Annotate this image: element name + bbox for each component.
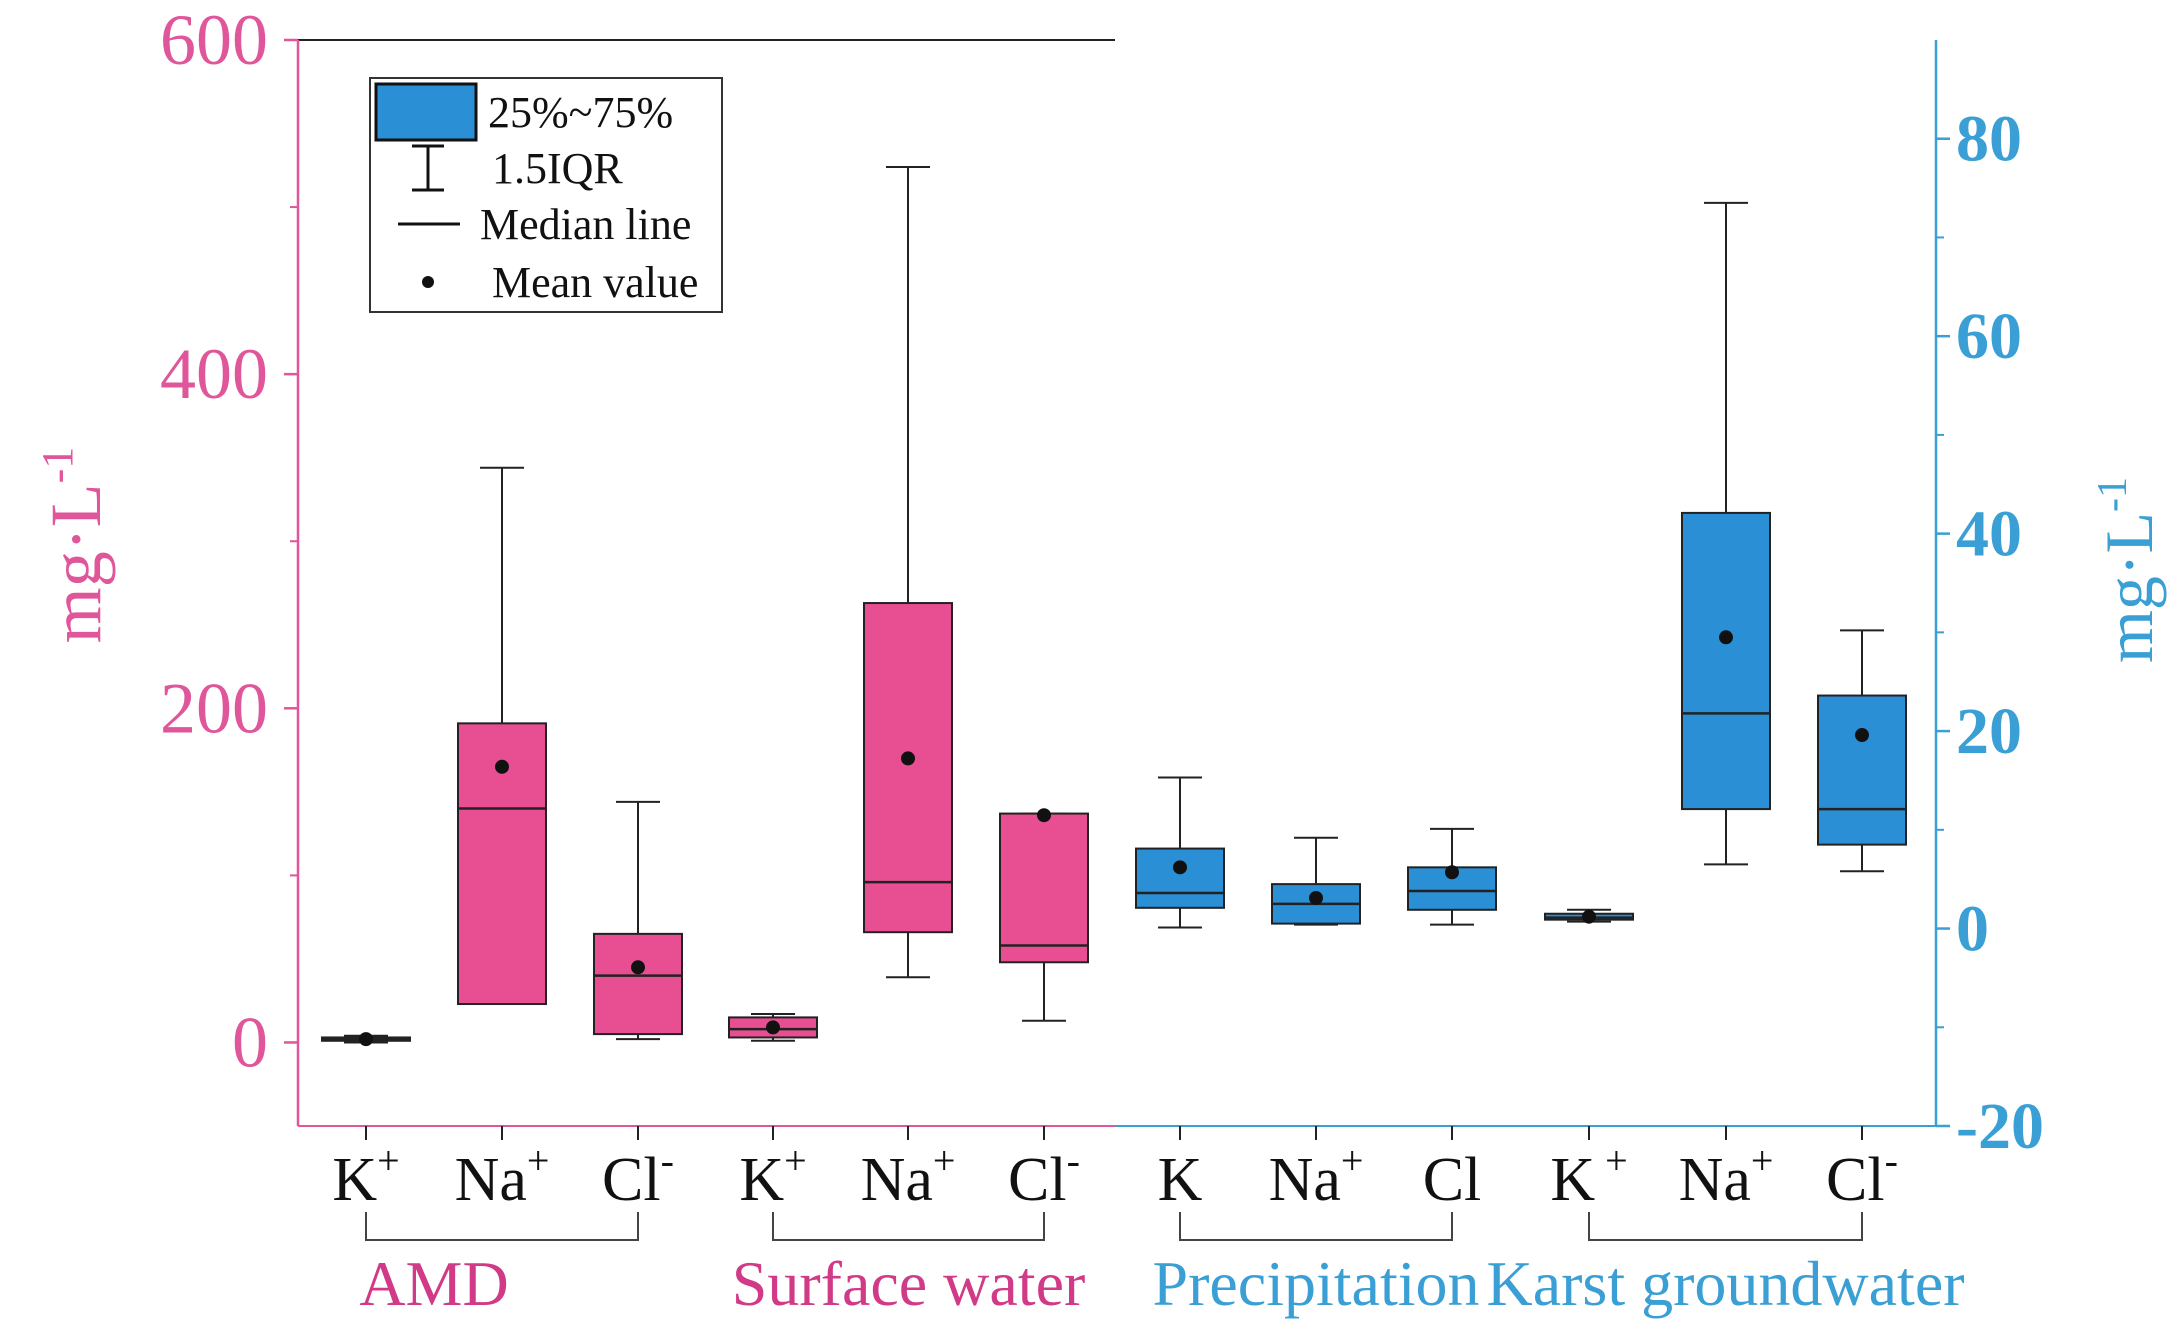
ion-tick-label: Na+ (455, 1138, 550, 1214)
mean-dot (1173, 860, 1187, 875)
group-label: Surface water (732, 1248, 1086, 1319)
mean-dot (1719, 630, 1733, 645)
mean-dot (766, 1020, 780, 1035)
box-iqr (1681, 511, 1771, 811)
left-axis-tick-label: 0 (232, 1002, 268, 1082)
ion-charge-superscript: + (933, 1138, 956, 1183)
ion-tick-label: K (1158, 1146, 1203, 1214)
mean-dot (1445, 865, 1459, 880)
ion-charge-superscript: + (1751, 1138, 1774, 1183)
ion-charge-superscript: + (1341, 1138, 1364, 1183)
group-label: Precipitation (1152, 1248, 1479, 1319)
box-iqr (999, 812, 1089, 964)
right-axis-title: mg·L-1 (2090, 477, 2167, 663)
ion-tick-label: K+ (332, 1138, 399, 1214)
legend-mean-swatch (422, 276, 434, 288)
mean-dot (1309, 890, 1323, 905)
ion-charge-superscript: + (377, 1138, 400, 1183)
group-bracket (365, 1212, 639, 1241)
mean-dot (495, 759, 509, 774)
mean-dot (359, 1032, 373, 1047)
right-axis-tick-label: 0 (1956, 893, 1989, 966)
legend-label: Median line (480, 200, 691, 249)
ion-tick-label: Cl (1423, 1146, 1482, 1214)
group-bracket (772, 1212, 1045, 1241)
box-iqr (1135, 847, 1225, 909)
right-axis-tick-label: 80 (1956, 103, 2022, 176)
ion-tick-label: K+ (739, 1138, 806, 1214)
mean-dot (631, 960, 645, 975)
mean-dot (1037, 808, 1051, 823)
left-axis-tick-label: 400 (160, 334, 268, 414)
right-axis-tick-label: 20 (1956, 695, 2022, 768)
ion-tick-label: Na+ (1269, 1138, 1364, 1214)
legend: 25%~75% 1.5IQR Median line Mean value (369, 77, 723, 313)
box-iqr (1817, 694, 1907, 846)
ion-charge-superscript: - (661, 1138, 674, 1183)
left-axis-title-superscript: -1 (33, 447, 82, 484)
right-axis-tick-label: 40 (1956, 498, 2022, 571)
ion-tick-label: K + (1550, 1138, 1627, 1214)
legend-label: Mean value (492, 258, 698, 307)
group-bracket (1588, 1212, 1863, 1241)
ion-tick-label: Cl- (1008, 1138, 1080, 1214)
ion-tick-label: Cl- (602, 1138, 674, 1214)
right-axis-title-superscript: -1 (2090, 477, 2136, 512)
left-axis-tick-label: 600 (160, 0, 268, 80)
left-axis-title: mg·L-1 (33, 447, 116, 644)
right-axis-tick-label: -20 (1956, 1090, 2044, 1163)
ion-tick-label: Cl- (1826, 1138, 1898, 1214)
ion-charge-superscript: + (527, 1138, 550, 1183)
box-iqr (593, 932, 683, 1036)
ion-charge-superscript: - (1067, 1138, 1080, 1183)
legend-label: 1.5IQR (492, 144, 623, 193)
ion-tick-label: Na+ (1679, 1138, 1774, 1214)
mean-dot (1855, 728, 1869, 743)
group-label: Karst groundwater (1486, 1248, 1964, 1319)
mean-dot (1582, 909, 1596, 924)
legend-box-swatch (374, 82, 478, 142)
group-label: AMD (359, 1248, 508, 1319)
mean-dot (901, 751, 915, 766)
right-axis-tick-label: 60 (1956, 300, 2022, 373)
group-bracket (1179, 1212, 1453, 1241)
ion-charge-superscript: + (784, 1138, 807, 1183)
ion-charge-superscript: - (1885, 1138, 1898, 1183)
left-axis-tick-label: 200 (160, 668, 268, 748)
ion-tick-label: Na+ (861, 1138, 956, 1214)
ion-charge-superscript: + (1595, 1138, 1628, 1183)
box-iqr (863, 602, 953, 934)
legend-label: 25%~75% (488, 88, 673, 137)
